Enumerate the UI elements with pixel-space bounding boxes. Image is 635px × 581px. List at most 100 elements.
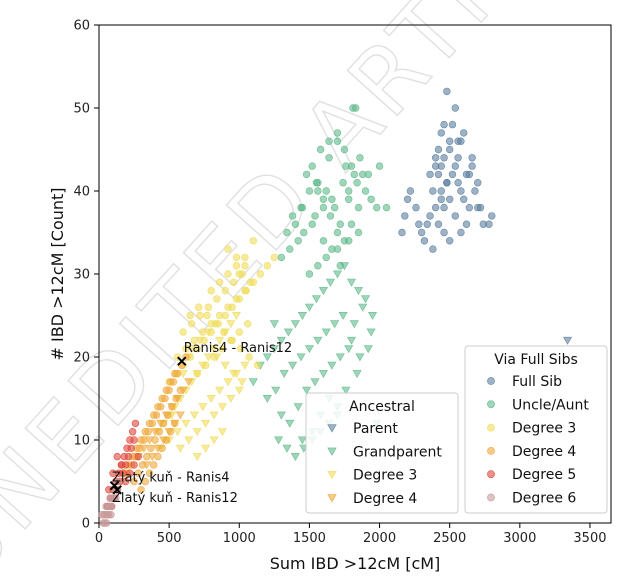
data-point-degree3_anc — [189, 411, 199, 420]
data-point-grandparent — [335, 353, 345, 362]
data-point-full_sib — [417, 228, 426, 237]
data-point-parent — [562, 336, 573, 345]
data-point-degree3_sib — [228, 336, 236, 345]
data-point-grandparent — [366, 328, 376, 337]
data-point-grandparent — [262, 353, 272, 362]
data-point-degree3_sib — [215, 311, 224, 320]
data-point-full_sib — [437, 195, 445, 204]
data-point-uncle_aunt — [283, 228, 291, 237]
data-point-degree5_sib — [127, 444, 135, 452]
data-point-degree4_anc — [175, 411, 185, 420]
data-point-full_sib — [412, 203, 420, 212]
x-axis: 0 500 1000 1500 2000 2500 3000 3500 — [95, 523, 607, 546]
legend-label: Parent — [353, 421, 398, 437]
x-tick-label: 2500 — [433, 531, 466, 546]
data-point-full_sib — [451, 104, 459, 112]
data-point-uncle_aunt — [375, 162, 384, 170]
x-axis-title: Sum IBD >12cM [cM] — [270, 554, 441, 573]
data-point-full_sib — [440, 120, 448, 129]
data-point-uncle_aunt — [344, 195, 353, 204]
data-point-degree4_sib — [130, 477, 138, 486]
data-point-full_sib — [445, 137, 454, 145]
data-point-degree3_anc — [217, 403, 227, 412]
legend-label: Uncle/Aunt — [512, 397, 589, 413]
data-point-degree3_sib — [179, 328, 187, 336]
legend-marker — [487, 377, 495, 385]
data-point-degree3_anc — [209, 345, 219, 354]
y-tick-label: 50 — [73, 102, 90, 117]
data-point-degree3_sib — [249, 237, 258, 245]
data-point-uncle_aunt — [361, 187, 370, 195]
data-point-degree3_anc — [175, 444, 185, 453]
data-point-degree3_anc — [192, 428, 202, 437]
data-point-degree5_sib — [113, 452, 121, 461]
data-point-full_sib — [415, 220, 423, 228]
data-point-uncle_aunt — [316, 145, 325, 154]
data-point-grandparent — [344, 345, 354, 354]
legend-ancestral: Ancestral Parent Grandparent Degree 3 Degree… — [305, 392, 459, 514]
x-tick-label: 1000 — [223, 531, 256, 546]
data-point-full_sib — [406, 187, 415, 195]
data-point-grandparent — [355, 353, 365, 362]
data-point-degree4_sib — [158, 394, 166, 403]
legend-title: Ancestral — [349, 399, 415, 415]
data-point-degree3_anc — [203, 328, 213, 337]
data-point-degree4_anc — [153, 444, 163, 453]
data-point-degree3_anc — [212, 353, 222, 362]
data-point-degree3_anc — [237, 378, 247, 387]
data-point-full_sib — [471, 187, 479, 195]
data-point-full_sib — [448, 120, 457, 129]
data-point-grandparent — [285, 419, 295, 428]
data-point-uncle_aunt — [328, 195, 336, 204]
data-point-full_sib — [454, 179, 462, 187]
data-point-grandparent — [293, 403, 303, 412]
data-point-grandparent — [248, 378, 258, 387]
data-point-grandparent — [325, 278, 335, 287]
data-point-degree3_anc — [192, 453, 202, 462]
data-point-degree6_sib — [107, 502, 116, 511]
data-point-degree6_sib — [112, 494, 120, 502]
data-point-degree3_anc — [231, 311, 241, 320]
data-point-grandparent — [332, 270, 342, 279]
data-point-uncle_aunt — [314, 187, 322, 195]
x-tick-label: 3500 — [573, 531, 606, 546]
legend-label: Degree 4 — [353, 491, 417, 507]
data-point-degree4_anc — [164, 428, 174, 437]
data-point-degree3_anc — [229, 370, 239, 379]
data-point-full_sib — [434, 220, 443, 228]
legend-marker — [487, 423, 495, 432]
data-point-full_sib — [443, 179, 451, 187]
data-point-uncle_aunt — [308, 220, 316, 228]
data-point-uncle_aunt — [352, 104, 360, 112]
data-point-full_sib — [401, 212, 409, 220]
data-point-degree3_sib — [241, 262, 249, 270]
data-point-degree4_anc — [167, 403, 177, 412]
data-point-degree4_sib — [134, 469, 142, 477]
legend-marker — [487, 493, 495, 502]
legend-full-sibs: Via Full Sibs Full Sib Uncle/Aunt Degree 3 D… — [464, 345, 608, 514]
data-point-uncle_aunt — [325, 154, 333, 162]
data-point-full_sib — [451, 212, 459, 220]
data-point-degree3_anc — [226, 394, 236, 403]
data-point-grandparent — [296, 353, 306, 362]
y-tick-label: 60 — [73, 19, 90, 34]
data-point-full_sib — [474, 179, 482, 187]
data-point-degree3_anc — [187, 345, 197, 354]
data-point-uncle_aunt — [305, 187, 314, 195]
data-point-uncle_aunt — [291, 220, 300, 228]
data-point-uncle_aunt — [347, 162, 356, 170]
data-point-degree4_sib — [166, 378, 175, 386]
data-point-grandparent — [297, 311, 307, 320]
data-point-uncle_aunt — [311, 212, 319, 220]
data-point-degree5_sib — [130, 461, 138, 469]
legend-marker — [327, 447, 337, 456]
data-point-uncle_aunt — [288, 212, 297, 220]
data-point-grandparent — [274, 436, 284, 445]
data-point-degree5_sib — [128, 428, 137, 436]
data-point-grandparent — [346, 336, 357, 345]
data-point-grandparent — [290, 320, 300, 329]
y-axis-title: # IBD >12cM [Count] — [48, 187, 67, 360]
data-point-uncle_aunt — [322, 253, 330, 262]
data-point-uncle_aunt — [347, 220, 356, 228]
legend-marker — [487, 446, 495, 455]
